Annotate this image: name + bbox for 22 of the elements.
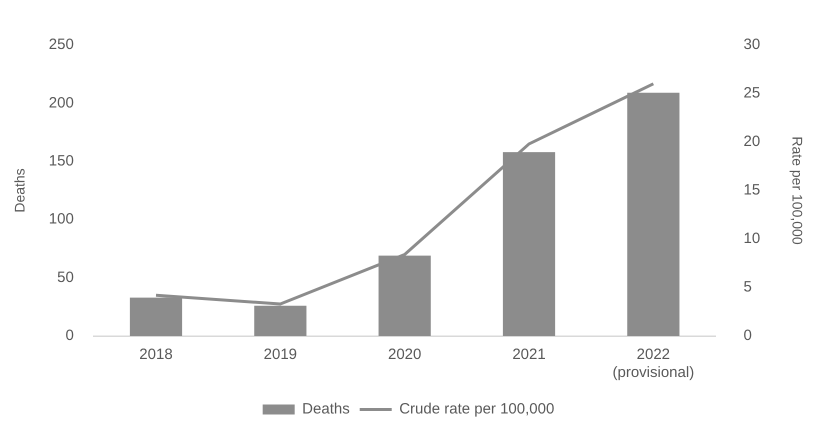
y-tick-label: 50: [57, 268, 74, 286]
y2-axis-title: Rate per 100,000: [790, 136, 806, 245]
y-axis-title: Deaths: [11, 168, 28, 213]
x-tick-label: 2021: [512, 346, 546, 364]
y-tick-label: 150: [48, 152, 74, 170]
y-tick-label: 200: [48, 94, 74, 112]
y-tick-label: 0: [65, 327, 74, 344]
y2-tick-label: 10: [744, 230, 760, 248]
y2-tick-label: 15: [744, 182, 760, 199]
y-tick-label: 100: [48, 210, 74, 228]
x-tick-label: 2019: [264, 346, 298, 364]
y2-tick-label: 20: [744, 133, 760, 150]
x-tick-label: 2020: [388, 346, 422, 364]
y2-tick-label: 25: [744, 84, 760, 102]
y2-tick-label: 30: [744, 36, 760, 54]
x-tick-label: 2022 (provisional): [612, 346, 694, 382]
y2-tick-label: 0: [744, 327, 752, 344]
legend-label: Deaths: [302, 400, 350, 418]
y2-tick-label: 5: [744, 278, 752, 296]
y-tick-label: 250: [48, 36, 74, 54]
legend-label: Crude rate per 100,000: [399, 400, 554, 418]
x-tick-label: 2018: [139, 346, 173, 364]
